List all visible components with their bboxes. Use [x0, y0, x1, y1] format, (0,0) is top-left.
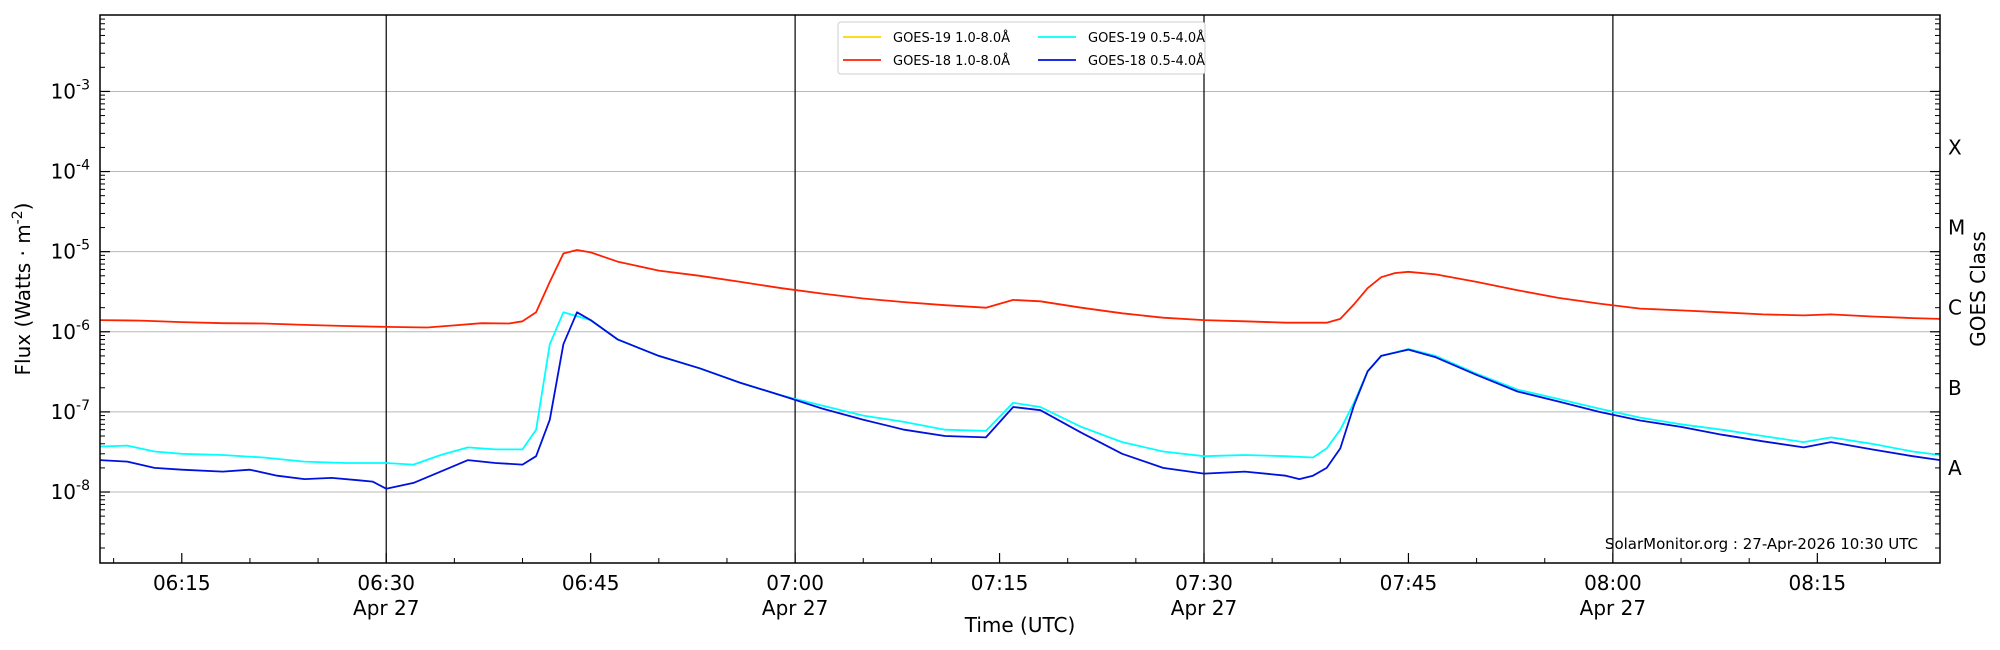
y-tick-label-base: 10 [51, 160, 76, 184]
axis-ticks [100, 18, 1940, 563]
y-axis-label: Flux (Watts · m-2) [10, 203, 35, 376]
y-tick-label-base: 10 [51, 480, 76, 504]
x-tick-label: 08:15 [1789, 571, 1847, 595]
gridlines [100, 90, 1940, 493]
y-tick-label: 10-8 [51, 478, 90, 504]
x-tick-date-label: Apr 27 [1580, 596, 1646, 620]
y-tick-label: 10-5 [51, 238, 90, 264]
y-axis-label-close: ) [11, 203, 35, 211]
y-tick-label: 10-6 [51, 318, 91, 344]
y-axis-label-main: Flux (Watts · m [11, 224, 35, 375]
legend-entry-label: GOES-19 1.0-8.0Å [893, 30, 1010, 46]
legend: GOES-19 1.0-8.0Å GOES-18 1.0-8.0Å GOES-19 … [837, 21, 1206, 75]
y-tick-label-exponent: -8 [76, 478, 90, 494]
series-line-2 [99, 249, 1941, 329]
legend-entry-label: GOES-19 0.5-4.0Å [1088, 30, 1205, 46]
goes-class-label: M [1948, 216, 1965, 240]
y-tick-label-exponent: -3 [76, 77, 90, 93]
plot-frame [99, 14, 1941, 564]
y-axis-label-superscript: -2 [10, 210, 26, 224]
series-line-4 [99, 311, 1941, 490]
x-tick-label: 06:30 [357, 571, 415, 595]
y-tick-label-exponent: -6 [76, 318, 90, 334]
x-tick-date-label: Apr 27 [762, 596, 828, 620]
x-tick-label: 07:15 [971, 571, 1029, 595]
series-lines [99, 249, 1941, 490]
source-annotation: SolarMonitor.org : 27-Apr-2026 10:30 UTC [1605, 535, 1918, 553]
x-tick-date-label: Apr 27 [1171, 596, 1237, 620]
date-marker-lines [385, 15, 1614, 563]
y-tick-label-base: 10 [51, 79, 76, 103]
y-tick-label-exponent: -4 [76, 158, 90, 174]
x-tick-label: 08:00 [1584, 571, 1642, 595]
goes-class-label: A [1948, 456, 1962, 480]
goes-class-label: X [1948, 135, 1962, 159]
x-tick-label: 07:00 [766, 571, 824, 595]
x-tick-label: 06:45 [562, 571, 620, 595]
goes-class-label: B [1948, 376, 1962, 400]
goes-class-label: C [1948, 296, 1962, 320]
legend-box [837, 21, 1206, 75]
y-tick-label-exponent: -5 [76, 238, 90, 254]
legend-entry-label: GOES-18 1.0-8.0Å [893, 53, 1010, 69]
x-axis-label: Time (UTC) [964, 613, 1076, 637]
y-tick-label-exponent: -7 [76, 398, 90, 414]
y-tick-label: 10-3 [51, 77, 90, 103]
x-tick-date-label: Apr 27 [353, 596, 419, 620]
series-line-3 [99, 311, 1941, 466]
y-tick-label: 10-7 [51, 398, 90, 424]
y2-axis-label: GOES Class [1966, 231, 1990, 347]
y-tick-label-base: 10 [51, 400, 76, 424]
x-tick-label: 07:30 [1175, 571, 1233, 595]
legend-entry-label: GOES-18 0.5-4.0Å [1088, 53, 1205, 69]
x-tick-label: 06:15 [153, 571, 211, 595]
y-tick-label-base: 10 [51, 320, 76, 344]
y-tick-label: 10-4 [51, 158, 91, 184]
y-tick-label-base: 10 [51, 240, 76, 264]
x-tick-label: 07:45 [1380, 571, 1438, 595]
